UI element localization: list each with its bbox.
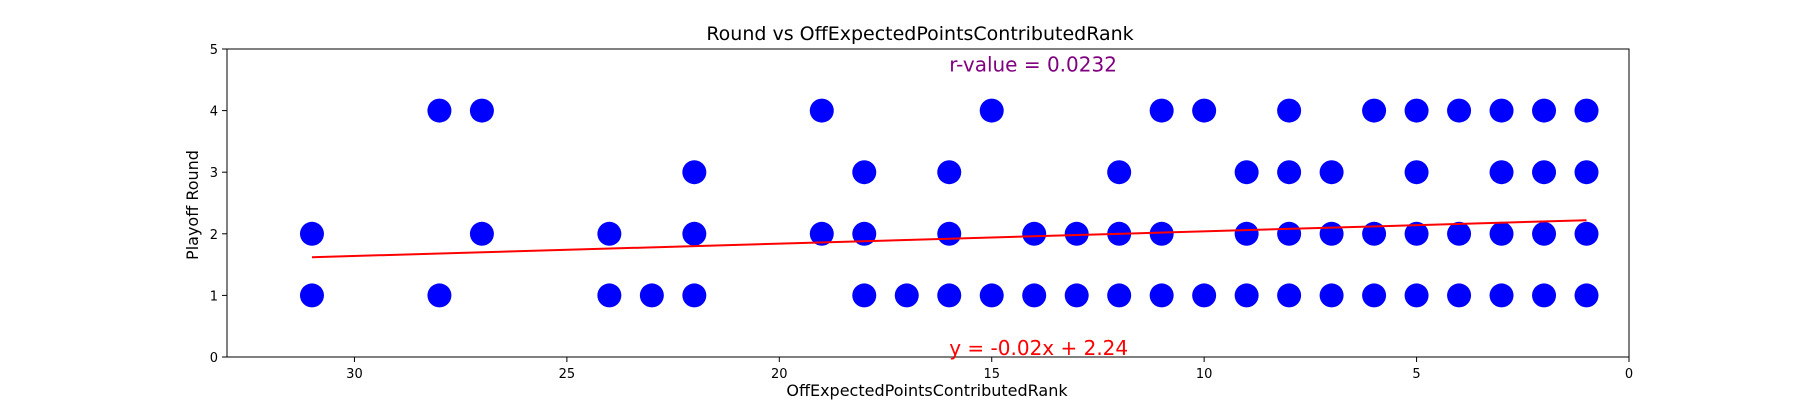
data-point bbox=[852, 283, 877, 308]
data-point bbox=[894, 283, 919, 308]
data-point bbox=[852, 221, 877, 246]
equation-annotation: y = -0.02x + 2.24 bbox=[949, 336, 1128, 360]
plot-frame bbox=[226, 48, 1630, 358]
data-point bbox=[1574, 98, 1599, 123]
data-point bbox=[1489, 160, 1514, 185]
data-point bbox=[1277, 283, 1302, 308]
data-point bbox=[809, 98, 834, 123]
x-tick-label: 10 bbox=[1196, 367, 1213, 382]
data-point bbox=[852, 160, 877, 185]
data-point bbox=[1489, 221, 1514, 246]
points-layer bbox=[299, 98, 1599, 308]
y-tick-label: 0 bbox=[210, 351, 218, 366]
y-tick-label: 4 bbox=[210, 105, 218, 120]
data-point bbox=[1107, 283, 1132, 308]
data-point bbox=[1362, 283, 1387, 308]
data-point bbox=[1234, 160, 1259, 185]
data-point bbox=[1192, 98, 1217, 123]
y-tick-label: 2 bbox=[210, 228, 218, 243]
data-point bbox=[1149, 98, 1174, 123]
data-point bbox=[1192, 283, 1217, 308]
data-point bbox=[1234, 283, 1259, 308]
data-point bbox=[1489, 283, 1514, 308]
data-point bbox=[1447, 98, 1472, 123]
data-point bbox=[427, 98, 452, 123]
y-tick-label: 1 bbox=[210, 289, 218, 304]
data-point bbox=[1064, 221, 1089, 246]
data-point bbox=[1107, 160, 1132, 185]
data-point bbox=[1149, 221, 1174, 246]
data-point bbox=[1277, 160, 1302, 185]
data-point bbox=[597, 221, 622, 246]
data-point bbox=[299, 221, 324, 246]
data-point bbox=[1319, 283, 1344, 308]
y-axis-ticks: 0 1 2 3 4 5 bbox=[210, 43, 227, 366]
data-point bbox=[1149, 283, 1174, 308]
data-point bbox=[1022, 283, 1047, 308]
x-axis-label: OffExpectedPointsContributedRank bbox=[786, 381, 1068, 400]
y-tick-label: 5 bbox=[210, 43, 218, 58]
data-point bbox=[1574, 283, 1599, 308]
data-point bbox=[1532, 98, 1557, 123]
x-tick-label: 15 bbox=[983, 367, 1000, 382]
data-point bbox=[937, 221, 962, 246]
data-point bbox=[1447, 283, 1472, 308]
data-point bbox=[1022, 221, 1047, 246]
data-point bbox=[1404, 160, 1429, 185]
data-point bbox=[1404, 221, 1429, 246]
data-point bbox=[1574, 221, 1599, 246]
data-point bbox=[1447, 221, 1472, 246]
data-point bbox=[469, 221, 494, 246]
chart-title: Round vs OffExpectedPointsContributedRan… bbox=[706, 23, 1133, 45]
data-point bbox=[1404, 98, 1429, 123]
data-point bbox=[1277, 98, 1302, 123]
data-point bbox=[1532, 221, 1557, 246]
data-point bbox=[1277, 221, 1302, 246]
x-tick-label: 30 bbox=[346, 367, 363, 382]
r-value-annotation: r-value = 0.0232 bbox=[949, 52, 1117, 76]
data-point bbox=[1319, 160, 1344, 185]
data-point bbox=[1489, 98, 1514, 123]
data-point bbox=[979, 98, 1004, 123]
trendline bbox=[311, 219, 1587, 259]
data-point bbox=[1574, 160, 1599, 185]
data-point bbox=[1532, 160, 1557, 185]
data-point bbox=[469, 98, 494, 123]
data-point bbox=[979, 283, 1004, 308]
data-point bbox=[299, 283, 324, 308]
data-point bbox=[1064, 283, 1089, 308]
x-tick-label: 0 bbox=[1625, 367, 1633, 382]
data-point bbox=[1532, 283, 1557, 308]
data-point bbox=[1404, 283, 1429, 308]
data-point bbox=[937, 283, 962, 308]
x-tick-label: 5 bbox=[1412, 367, 1420, 382]
data-point bbox=[809, 221, 834, 246]
x-tick-label: 25 bbox=[559, 367, 576, 382]
data-point bbox=[597, 283, 622, 308]
data-point bbox=[682, 283, 707, 308]
data-point bbox=[427, 283, 452, 308]
data-point bbox=[1362, 221, 1387, 246]
x-axis-ticks: 30 25 20 15 10 5 0 bbox=[346, 357, 1633, 382]
data-point bbox=[1319, 221, 1344, 246]
data-point bbox=[639, 283, 664, 308]
data-point bbox=[1234, 221, 1259, 246]
data-point bbox=[937, 160, 962, 185]
y-axis-label: Playoff Round bbox=[183, 150, 202, 260]
data-point bbox=[682, 160, 707, 185]
data-point bbox=[1362, 98, 1387, 123]
x-tick-label: 20 bbox=[771, 367, 788, 382]
y-tick-label: 3 bbox=[210, 166, 218, 181]
data-point bbox=[682, 221, 707, 246]
